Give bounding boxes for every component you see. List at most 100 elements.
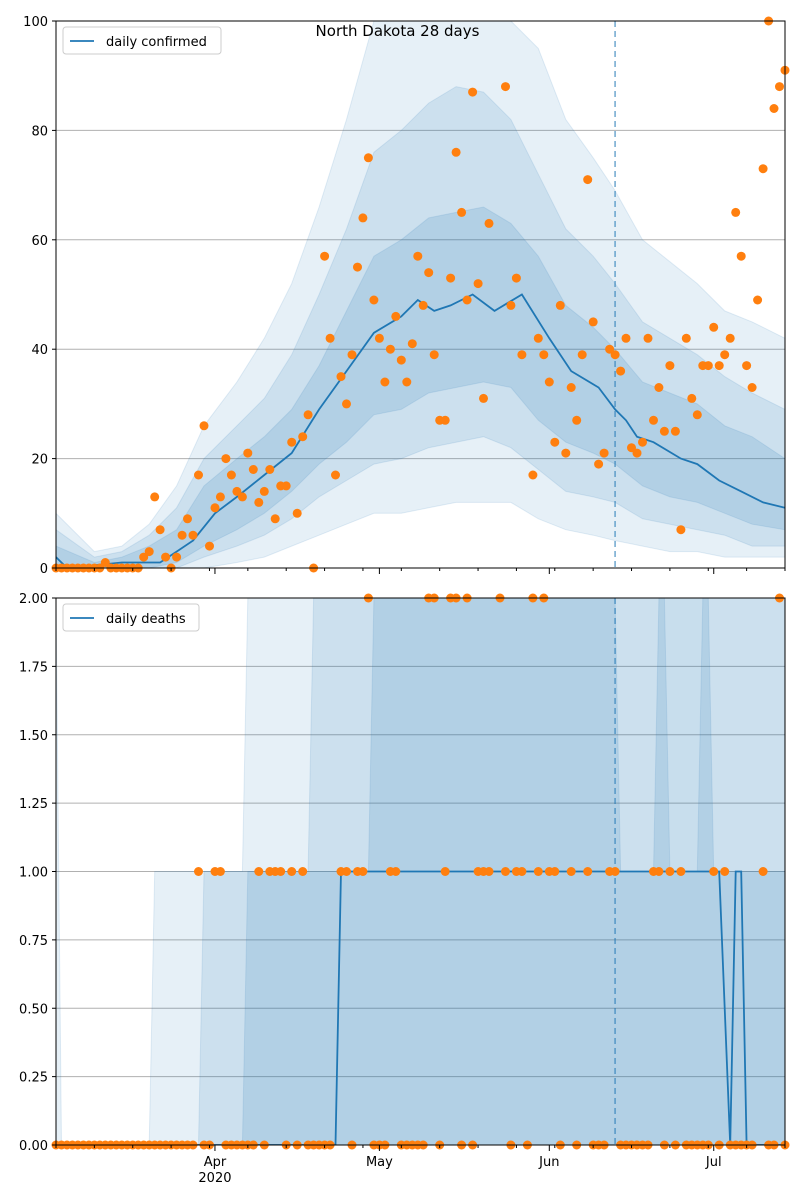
- observed-point: [511, 273, 521, 283]
- observed-point: [407, 339, 417, 349]
- observed-point: [676, 525, 686, 535]
- axes-frame: [55, 20, 786, 569]
- observed-point: [188, 530, 198, 540]
- chart-panel-1: 0 20 40 60 80 100 North Dakota 28 days daily co…: [23, 15, 790, 577]
- observed-point: [446, 273, 456, 283]
- observed-point: [331, 470, 340, 480]
- observed-point: [292, 508, 302, 518]
- observed-point: [517, 350, 527, 360]
- y-tick-label: 60: [31, 234, 48, 249]
- observed-point: [681, 333, 691, 343]
- band-inner-area: [56, 206, 785, 568]
- y-tick-label: 0.75: [19, 934, 48, 949]
- observed-point: [342, 399, 351, 409]
- observed-point: [758, 867, 768, 876]
- observed-point: [325, 333, 335, 343]
- observed-point: [215, 492, 225, 502]
- observed-point: [566, 383, 576, 392]
- observed-point: [243, 448, 253, 458]
- observed-point: [254, 867, 264, 876]
- observed-point: [676, 867, 686, 876]
- y-tick-label: 0.00: [19, 1139, 48, 1154]
- observed-point: [380, 377, 390, 387]
- observed-point: [550, 437, 560, 447]
- y-tick-label: 0: [40, 562, 48, 577]
- x-tick-sublabel: 2020: [198, 1171, 231, 1186]
- observed-point: [374, 333, 384, 343]
- y-tick-label: 0.25: [19, 1071, 48, 1086]
- observed-point: [391, 867, 401, 876]
- band-middle-area: [56, 86, 785, 568]
- observed-point: [665, 361, 675, 371]
- observed-point: [232, 486, 242, 496]
- y-tick-label: 40: [31, 343, 48, 358]
- observed-point: [736, 251, 746, 261]
- observed-point: [583, 867, 593, 876]
- observed-point: [369, 295, 379, 305]
- observed-point: [709, 867, 719, 876]
- observed-point: [424, 268, 434, 278]
- chart-title: North Dakota 28 days: [316, 22, 480, 40]
- observed-point: [226, 470, 236, 480]
- legend: daily deaths: [62, 603, 200, 632]
- observed-point: [440, 867, 450, 876]
- observed-point: [462, 295, 472, 305]
- observed-point: [742, 361, 752, 371]
- observed-point: [720, 867, 730, 876]
- observed-point: [336, 372, 346, 382]
- observed-point: [566, 867, 576, 876]
- observed-point: [150, 492, 160, 502]
- observed-point: [440, 415, 450, 425]
- observed-point: [210, 503, 220, 513]
- observed-point: [215, 867, 225, 876]
- observed-point: [429, 350, 439, 360]
- observed-point: [550, 867, 560, 876]
- y-tick-label: 2.00: [19, 592, 48, 607]
- observed-point: [418, 300, 428, 310]
- observed-point: [194, 867, 203, 876]
- chart-panel-2: 0.00 0.25 0.50 0.75 1.00 1.25 1.50 1.75 2.00 Apr2…: [19, 592, 790, 1186]
- observed-point: [709, 322, 719, 332]
- observed-point: [172, 552, 182, 562]
- observed-point: [714, 361, 724, 371]
- observed-point: [610, 350, 620, 360]
- observed-point: [139, 552, 149, 562]
- x-tick-label: Jun: [538, 1155, 559, 1170]
- y-tick-label: 20: [31, 453, 48, 468]
- observed-point: [605, 344, 615, 354]
- observed-point: [177, 530, 187, 540]
- legend-box: [62, 603, 200, 632]
- observed-point: [632, 448, 642, 458]
- observed-points: [51, 593, 790, 1150]
- observed-point: [413, 251, 423, 261]
- observed-point: [643, 333, 653, 343]
- observed-point: [588, 317, 598, 327]
- x-tick-label: May: [366, 1155, 393, 1170]
- observed-point: [501, 82, 510, 92]
- observed-point: [259, 486, 269, 496]
- observed-point: [610, 867, 620, 876]
- observed-point: [281, 481, 291, 491]
- observed-point: [528, 470, 538, 480]
- y-tick-label: 1.50: [19, 729, 48, 744]
- plot-area: [56, 598, 785, 1145]
- observed-point: [654, 867, 664, 876]
- observed-point: [287, 867, 297, 876]
- observed-point: [100, 558, 110, 567]
- observed-point: [616, 366, 626, 376]
- observed-point: [473, 279, 483, 289]
- observed-point: [298, 432, 308, 442]
- observed-point: [363, 153, 373, 163]
- legend: daily confirmed: [62, 26, 222, 55]
- observed-point: [457, 207, 467, 217]
- observed-point: [451, 147, 461, 157]
- y-tick-label: 1.00: [19, 866, 48, 881]
- observed-point: [649, 415, 658, 425]
- observed-point: [221, 454, 231, 464]
- observed-point: [265, 465, 275, 474]
- observed-point: [753, 295, 763, 305]
- observed-point: [539, 350, 549, 360]
- observed-point: [396, 355, 406, 365]
